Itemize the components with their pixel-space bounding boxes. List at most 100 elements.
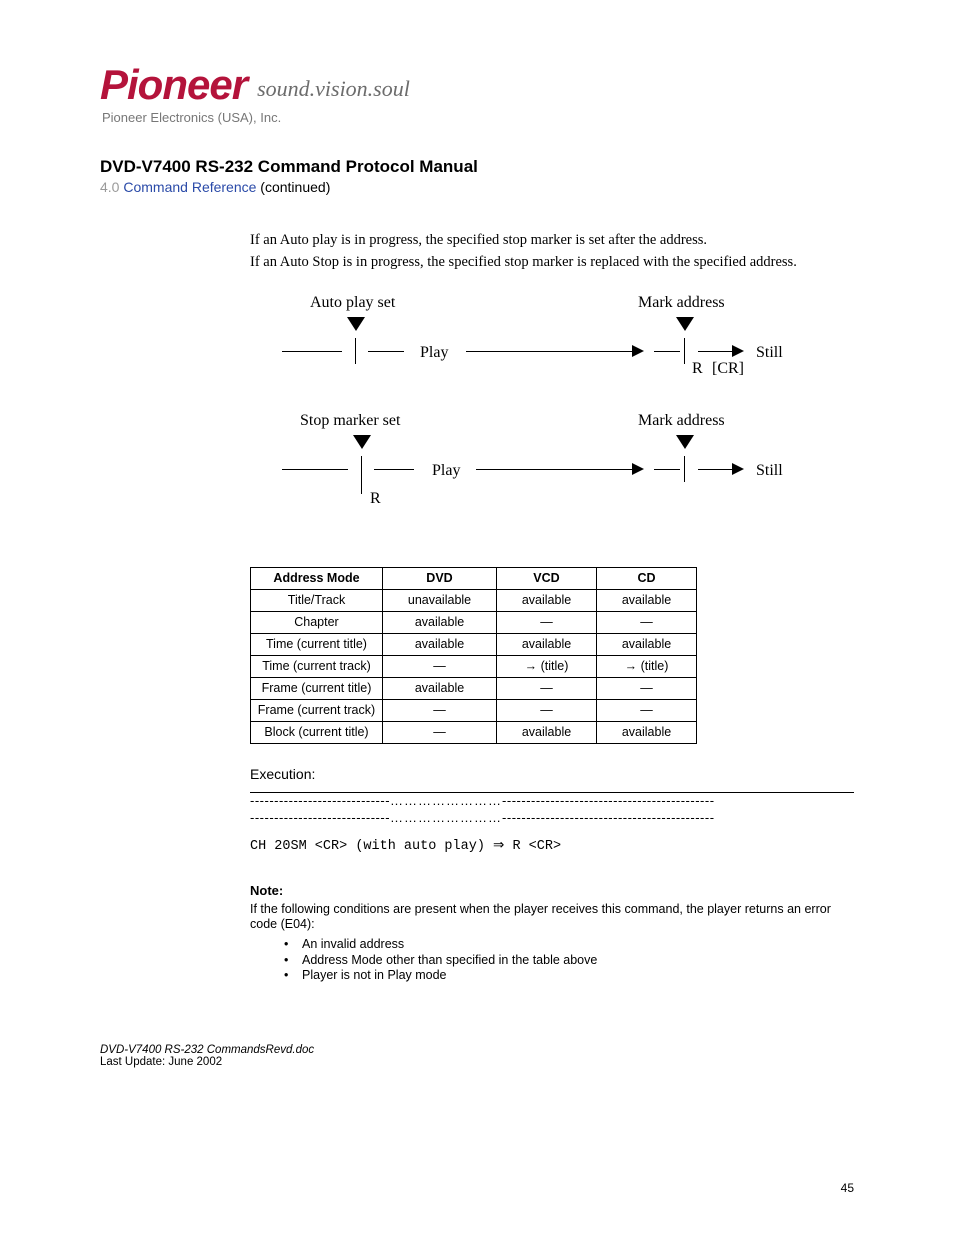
brand-logo: Pioneer [100,64,247,106]
cell: Frame (current title) [251,678,383,700]
d2-axis-left-a [282,469,348,470]
cell: → (title) [497,656,597,678]
d1-axis-right-a [654,351,680,352]
sep-dash: ----------------------------- [250,810,390,825]
d2-arrow2-head-icon [732,463,744,475]
footer-updated: Last Update: June 2002 [100,1056,222,1068]
cell: — [597,612,697,634]
diagram-autoplay: Auto play set Mark address Play Still R … [250,293,854,401]
page-number: 45 [841,1181,854,1195]
d2-left-label: Stop marker set [300,411,400,431]
cell: — [597,678,697,700]
cell: — [497,700,597,722]
d2-still-label: Still [756,461,783,481]
bullet-item: •Player is not in Play mode [284,968,854,984]
cell: — [497,612,597,634]
cell: available [383,634,497,656]
cell: available [497,634,597,656]
cell: available [383,612,497,634]
section-suffix: (continued) [256,179,330,195]
d2-axis-right-b [698,469,732,470]
title-block: DVD-V7400 RS-232 Command Protocol Manual… [100,157,854,195]
cell: Chapter [251,612,383,634]
table-header-row: Address Mode DVD VCD CD [251,568,697,590]
command-line: CH 20SM <CR> (with auto play) ⇒ R <CR> [250,837,854,856]
bullet-text: Address Mode other than specified in the… [302,953,597,969]
d1-right-marker-icon [676,317,694,331]
cell: — [497,678,597,700]
diagram-stopmarker: Stop marker set Mark address Play Still … [250,411,854,541]
table-row: Frame (current title)available—— [251,678,697,700]
cell: — [597,700,697,722]
cell: available [597,634,697,656]
cell: → (title) [597,656,697,678]
table-body: Title/Trackunavailableavailableavailable… [251,590,697,744]
d2-left-marker-icon [353,435,371,449]
cell: — [383,700,497,722]
d2-axis-left-b [374,469,414,470]
d2-tick-right [684,456,685,482]
cell: — [383,722,497,744]
sep-dash2: ----------------------------------------… [502,793,714,808]
brand-subhead: Pioneer Electronics (USA), Inc. [102,110,854,125]
sep-dash2: ----------------------------------------… [502,810,714,825]
arrow-icon: ⇒ [493,837,504,852]
cell: Time (current title) [251,634,383,656]
d1-axis-left-b [368,351,404,352]
bullet-text: Player is not in Play mode [302,968,447,984]
bullet-icon: • [284,937,302,953]
d1-arrow2-head-icon [732,345,744,357]
th-address-mode: Address Mode [251,568,383,590]
th-cd: CD [597,568,697,590]
table-row: Time (current title)availableavailableav… [251,634,697,656]
d2-axis-right-a [654,469,680,470]
table-row: Title/Trackunavailableavailableavailable [251,590,697,612]
doc-title: DVD-V7400 RS-232 Command Protocol Manual [100,157,854,177]
intro-p2: If an Auto Stop is in progress, the spec… [250,253,854,271]
d1-tick-left [355,338,356,364]
table-row: Block (current title)—availableavailable [251,722,697,744]
footer: DVD-V7400 RS-232 CommandsRevd.doc Last U… [100,1044,854,1068]
cell: Title/Track [251,590,383,612]
address-mode-table: Address Mode DVD VCD CD Title/Trackunava… [250,567,697,744]
sep-dots: …………………… [390,793,502,808]
body: If an Auto play is in progress, the spec… [250,231,854,984]
footer-filename: DVD-V7400 RS-232 CommandsRevd.doc [100,1044,314,1056]
th-dvd: DVD [383,568,497,590]
separator-row-1: -----------------------------……………………---… [250,793,854,810]
cell: unavailable [383,590,497,612]
note-label: Note: [250,883,854,899]
d2-arrow-head-icon [632,463,644,475]
d1-under-cr: [CR] [712,359,744,379]
d1-arrow-line [466,351,632,352]
separator-row-2: -----------------------------……………………---… [250,810,854,827]
cell: Block (current title) [251,722,383,744]
bullet-icon: • [284,968,302,984]
d1-arrow-head-icon [632,345,644,357]
d2-play-label: Play [432,461,460,481]
d1-left-marker-icon [347,317,365,331]
note-bullets: •An invalid address •Address Mode other … [284,937,854,984]
cell: Frame (current track) [251,700,383,722]
d2-tick-left [361,456,362,494]
cell: available [497,722,597,744]
sep-dash: ----------------------------- [250,793,390,808]
note-body: If the following conditions are present … [250,902,854,933]
cell: — [383,656,497,678]
d1-axis-right-b [698,351,732,352]
cell: available [383,678,497,700]
th-vcd: VCD [497,568,597,590]
bullet-item: •An invalid address [284,937,854,953]
cell: available [597,722,697,744]
execution-label: Execution: [250,766,854,784]
d2-right-label: Mark address [638,411,725,431]
cmd-right: R <CR> [504,839,561,854]
section-title: 4.0 Command Reference (continued) [100,179,854,195]
d1-under-r: R [692,359,703,379]
page: Pioneer sound.vision.soul Pioneer Electr… [0,0,954,1235]
table-row: Frame (current track)——— [251,700,697,722]
cell: available [497,590,597,612]
bullet-text: An invalid address [302,937,404,953]
d2-arrow-line [476,469,632,470]
cell: Time (current track) [251,656,383,678]
